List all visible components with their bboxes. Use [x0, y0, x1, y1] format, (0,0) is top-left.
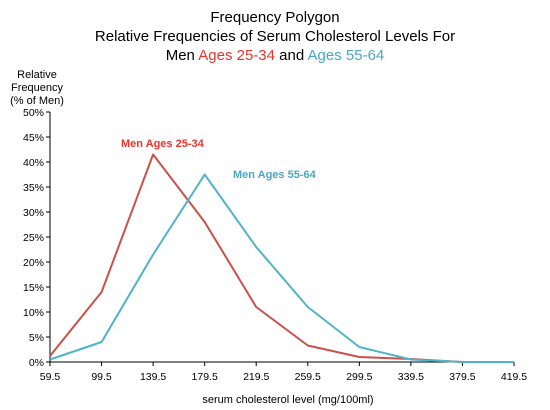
chart-title-line1: Frequency Polygon [210, 9, 340, 26]
chart-title-line3: Men Ages 25-34 and Ages 55-64 [0, 46, 550, 65]
y-tick-label: 5% [29, 332, 44, 344]
y-tick-label: 0% [29, 357, 44, 369]
y-axis-label-line1: Relative [17, 69, 57, 81]
y-tick-label: 15% [23, 282, 44, 294]
x-tick-label: 299.5 [346, 371, 372, 383]
chart-title-line2: Relative Frequencies of Serum Cholestero… [94, 28, 456, 45]
y-tick-label: 40% [23, 157, 44, 169]
series-line-ages-55-64 [49, 173, 514, 363]
series-line-ages-25-34 [49, 153, 514, 363]
y-axis-label-line3: (% of Men) [10, 95, 64, 107]
y-axis-label: Relative Frequency (% of Men) [0, 69, 74, 108]
y-tick-label: 35% [23, 182, 44, 194]
x-tick-label: 139.5 [140, 371, 166, 383]
y-tick-label: 25% [23, 232, 44, 244]
x-tick-label: 219.5 [243, 371, 269, 383]
title-and: and [274, 47, 308, 64]
y-axis-ticks: 0% 5% 10% 15% 20% 25% 30% 35% 40% 45% 50% [23, 107, 50, 369]
x-axis-ticks: 59.5 99.5 139.5 179.5 219.5 259.5 299.5 339.5 37… [40, 362, 527, 383]
x-tick-label: 419.5 [501, 371, 527, 383]
axes [49, 112, 514, 363]
series-lines [49, 153, 514, 363]
series-label-ages-55-64: Men Ages 55-64 [233, 169, 317, 181]
x-tick-label: 259.5 [295, 371, 321, 383]
x-tick-label: 379.5 [449, 371, 475, 383]
title-group1: Ages 25-34 [198, 47, 275, 64]
y-tick-label: 45% [23, 132, 44, 144]
title-group2: Ages 55-64 [307, 47, 385, 64]
title-men: Men [165, 47, 199, 64]
x-axis-label: serum cholesterol level (mg/100ml) [202, 394, 373, 406]
series-label-ages-25-34: Men Ages 25-34 [121, 138, 205, 150]
y-axis-label-line2: Frequency [11, 82, 63, 94]
x-tick-label: 99.5 [91, 371, 112, 383]
x-tick-label: 339.5 [398, 371, 424, 383]
x-tick-label: 59.5 [40, 371, 61, 383]
y-tick-label: 30% [23, 207, 44, 219]
y-tick-label: 10% [23, 307, 44, 319]
y-tick-label: 20% [23, 257, 44, 269]
x-tick-label: 179.5 [192, 371, 218, 383]
y-tick-label: 50% [23, 107, 44, 119]
